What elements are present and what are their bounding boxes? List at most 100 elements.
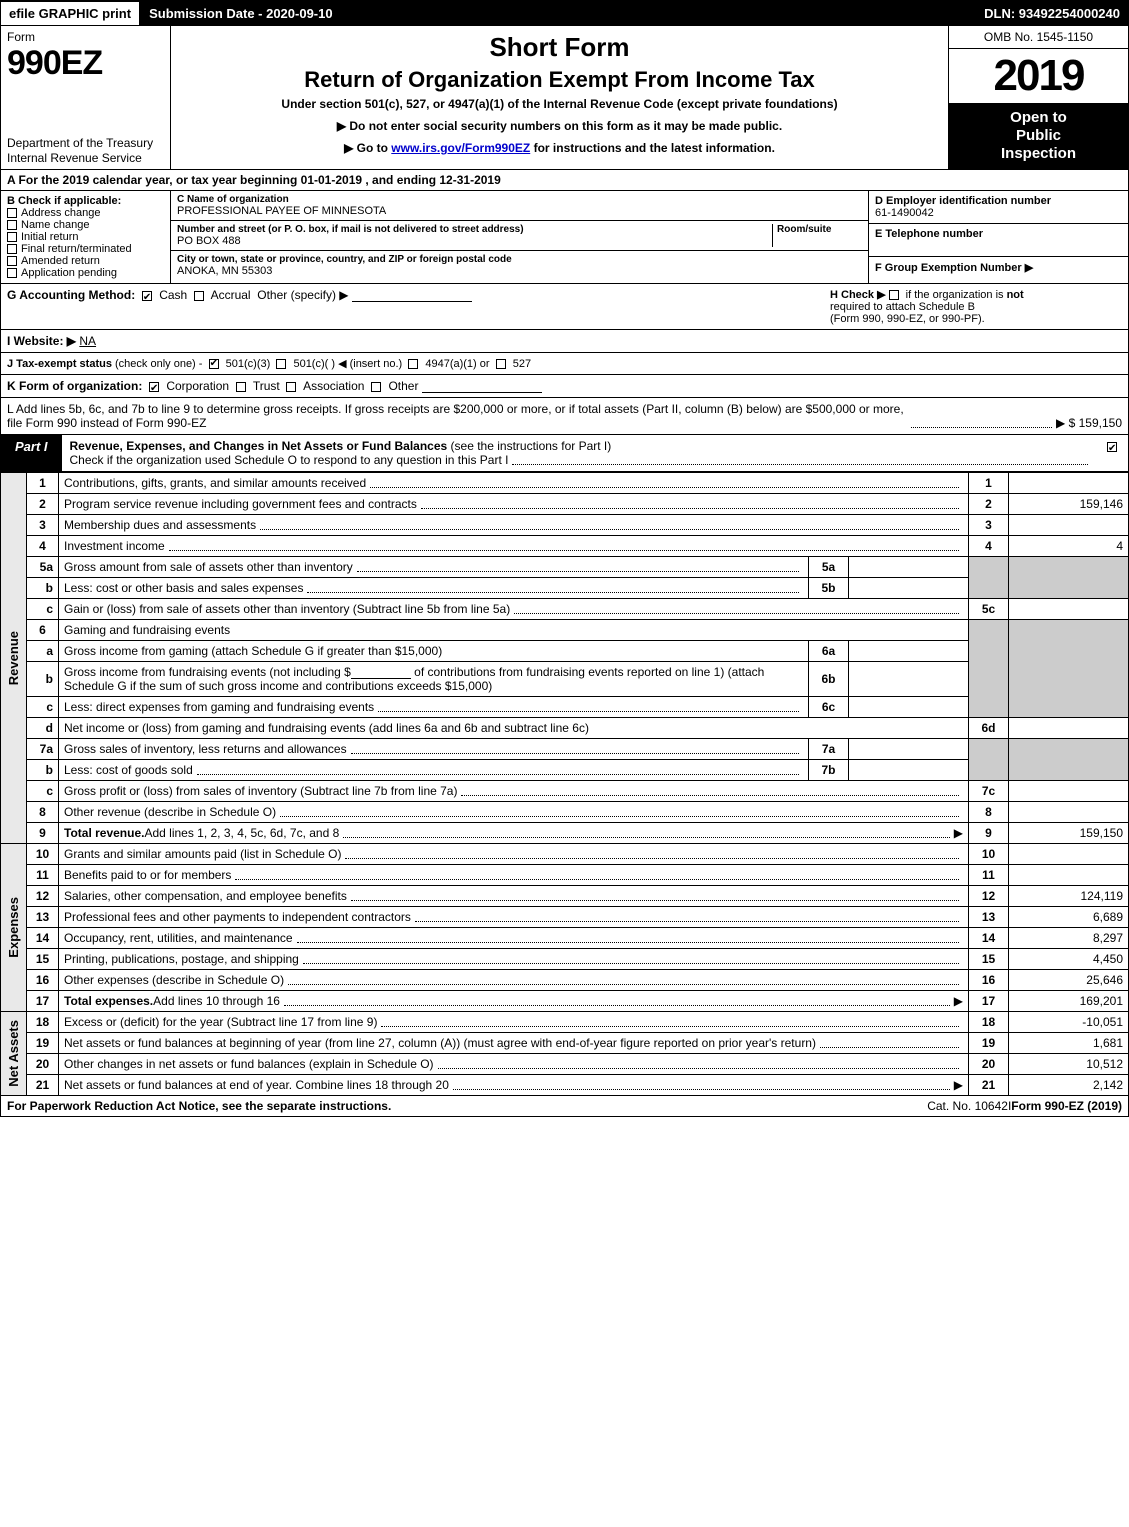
b-item-name: Name change	[7, 219, 164, 231]
note-ssn: ▶ Do not enter social security numbers o…	[179, 119, 940, 133]
footer-right: Form 990-EZ (2019)	[1011, 1099, 1122, 1113]
b-opt-5: Application pending	[21, 267, 117, 279]
l5c-desc: Gain or (loss) from sale of assets other…	[64, 602, 510, 616]
l13-desc: Professional fees and other payments to …	[64, 910, 411, 924]
b-item-final: Final return/terminated	[7, 243, 164, 255]
checkbox-h-icon[interactable]	[889, 290, 899, 300]
checkbox-icon[interactable]	[7, 256, 17, 266]
part1-tab: Part I	[1, 435, 62, 471]
line-5b: b Less: cost or other basis and sales ex…	[1, 578, 1129, 599]
l19-num: 19	[969, 1033, 1009, 1054]
section-bcdef: B Check if applicable: Address change Na…	[0, 191, 1129, 284]
b-opt-0: Address change	[21, 207, 101, 219]
j-o4: 527	[513, 358, 531, 370]
checkbox-icon[interactable]	[7, 268, 17, 278]
org-city: ANOKA, MN 55303	[177, 265, 862, 277]
j-paren: (check only one) -	[115, 358, 202, 370]
city-label: City or town, state or province, country…	[177, 254, 862, 265]
l7c-val	[1009, 781, 1129, 802]
l7a-desc: Gross sales of inventory, less returns a…	[64, 742, 347, 756]
l6a-desc: Gross income from gaming (attach Schedul…	[64, 644, 442, 658]
l6a-ival	[849, 641, 969, 662]
checkbox-accrual-icon[interactable]	[194, 291, 204, 301]
b-item-pending: Application pending	[7, 267, 164, 279]
l-text: L Add lines 5b, 6c, and 7b to line 9 to …	[7, 402, 907, 430]
l18-num: 18	[969, 1012, 1009, 1033]
l6-desc: Gaming and fundraising events	[64, 623, 230, 637]
line-7c: c Gross profit or (loss) from sales of i…	[1, 781, 1129, 802]
checkbox-assoc-icon[interactable]	[286, 382, 296, 392]
l7a-inum: 7a	[809, 739, 849, 760]
dept-line1: Department of the Treasury	[7, 136, 164, 150]
header-right: OMB No. 1545-1150 2019 Open to Public In…	[948, 26, 1128, 169]
h-not: not	[1007, 289, 1024, 301]
l3-num: 3	[969, 515, 1009, 536]
side-netassets-label: Net Assets	[6, 1020, 21, 1087]
note2-a: ▶ Go to	[344, 141, 391, 155]
l6a-inum: 6a	[809, 641, 849, 662]
l7b-ival	[849, 760, 969, 781]
line-1: Revenue 1 Contributions, gifts, grants, …	[1, 473, 1129, 494]
b-item-initial: Initial return	[7, 231, 164, 243]
part1-check	[1100, 435, 1128, 471]
checkbox-4947-icon[interactable]	[408, 359, 418, 369]
submission-date-label: Submission Date - 2020-09-10	[139, 2, 343, 25]
side-revenue: Revenue	[1, 473, 27, 844]
l21-val: 2,142	[1009, 1075, 1129, 1096]
side-expenses: Expenses	[1, 844, 27, 1012]
checkbox-cash-icon[interactable]	[142, 291, 152, 301]
l17-desc2: Add lines 10 through 16	[153, 994, 280, 1008]
line-21: 21 Net assets or fund balances at end of…	[1, 1075, 1129, 1096]
irs-link[interactable]: www.irs.gov/Form990EZ	[391, 141, 530, 155]
l17-desc: Total expenses.	[64, 994, 153, 1008]
b-opt-2: Initial return	[21, 231, 78, 243]
g-other-blank[interactable]	[352, 290, 472, 302]
part1-sub: Check if the organization used Schedule …	[70, 453, 509, 467]
row-a-tax-year: A For the 2019 calendar year, or tax yea…	[0, 170, 1129, 191]
l1-desc: Contributions, gifts, grants, and simila…	[64, 476, 366, 490]
checkbox-other-icon[interactable]	[371, 382, 381, 392]
checkbox-parti-icon[interactable]	[1107, 442, 1117, 452]
addr-label: Number and street (or P. O. box, if mail…	[177, 224, 772, 235]
footer-mid: Cat. No. 10642I	[927, 1099, 1011, 1113]
line-14: 14 Occupancy, rent, utilities, and maint…	[1, 928, 1129, 949]
l6b-blank[interactable]	[351, 667, 411, 679]
ln-1: 1	[27, 473, 59, 494]
f-label: F Group Exemption Number ▶	[875, 261, 1122, 274]
line-15: 15 Printing, publications, postage, and …	[1, 949, 1129, 970]
checkbox-corp-icon[interactable]	[149, 382, 159, 392]
checkbox-527-icon[interactable]	[496, 359, 506, 369]
l1-num: 1	[969, 473, 1009, 494]
k-other-blank[interactable]	[422, 381, 542, 393]
j-o1: 501(c)(3)	[226, 358, 271, 370]
checkbox-icon[interactable]	[7, 220, 17, 230]
l7a-ival	[849, 739, 969, 760]
l20-num: 20	[969, 1054, 1009, 1075]
checkbox-501c-icon[interactable]	[276, 359, 286, 369]
dln: DLN: 93492254000240	[976, 2, 1128, 25]
checkbox-icon[interactable]	[7, 208, 17, 218]
line-10: Expenses 10 Grants and similar amounts p…	[1, 844, 1129, 865]
checkbox-501c3-icon[interactable]	[209, 359, 219, 369]
arrow-icon: ▶	[954, 1078, 963, 1092]
checkbox-icon[interactable]	[7, 244, 17, 254]
l2-desc: Program service revenue including govern…	[64, 497, 417, 511]
checkbox-trust-icon[interactable]	[236, 382, 246, 392]
l6c-desc: Less: direct expenses from gaming and fu…	[64, 700, 374, 714]
line-3: 3 Membership dues and assessments 3	[1, 515, 1129, 536]
efile-print[interactable]: efile GRAPHIC print	[1, 2, 139, 25]
line-16: 16 Other expenses (describe in Schedule …	[1, 970, 1129, 991]
arrow-icon: ▶	[954, 826, 963, 840]
l8-num: 8	[969, 802, 1009, 823]
l5a-ival	[849, 557, 969, 578]
top-bar: efile GRAPHIC print Submission Date - 20…	[0, 0, 1129, 26]
header-left: Form 990EZ Department of the Treasury In…	[1, 26, 171, 169]
b-item-address: Address change	[7, 207, 164, 219]
i-value: NA	[79, 334, 96, 348]
form-label: Form	[7, 30, 164, 44]
b-heading: B Check if applicable:	[7, 195, 164, 207]
checkbox-icon[interactable]	[7, 232, 17, 242]
l6d-val	[1009, 718, 1129, 739]
line-7b: b Less: cost of goods sold 7b	[1, 760, 1129, 781]
side-netassets: Net Assets	[1, 1012, 27, 1096]
